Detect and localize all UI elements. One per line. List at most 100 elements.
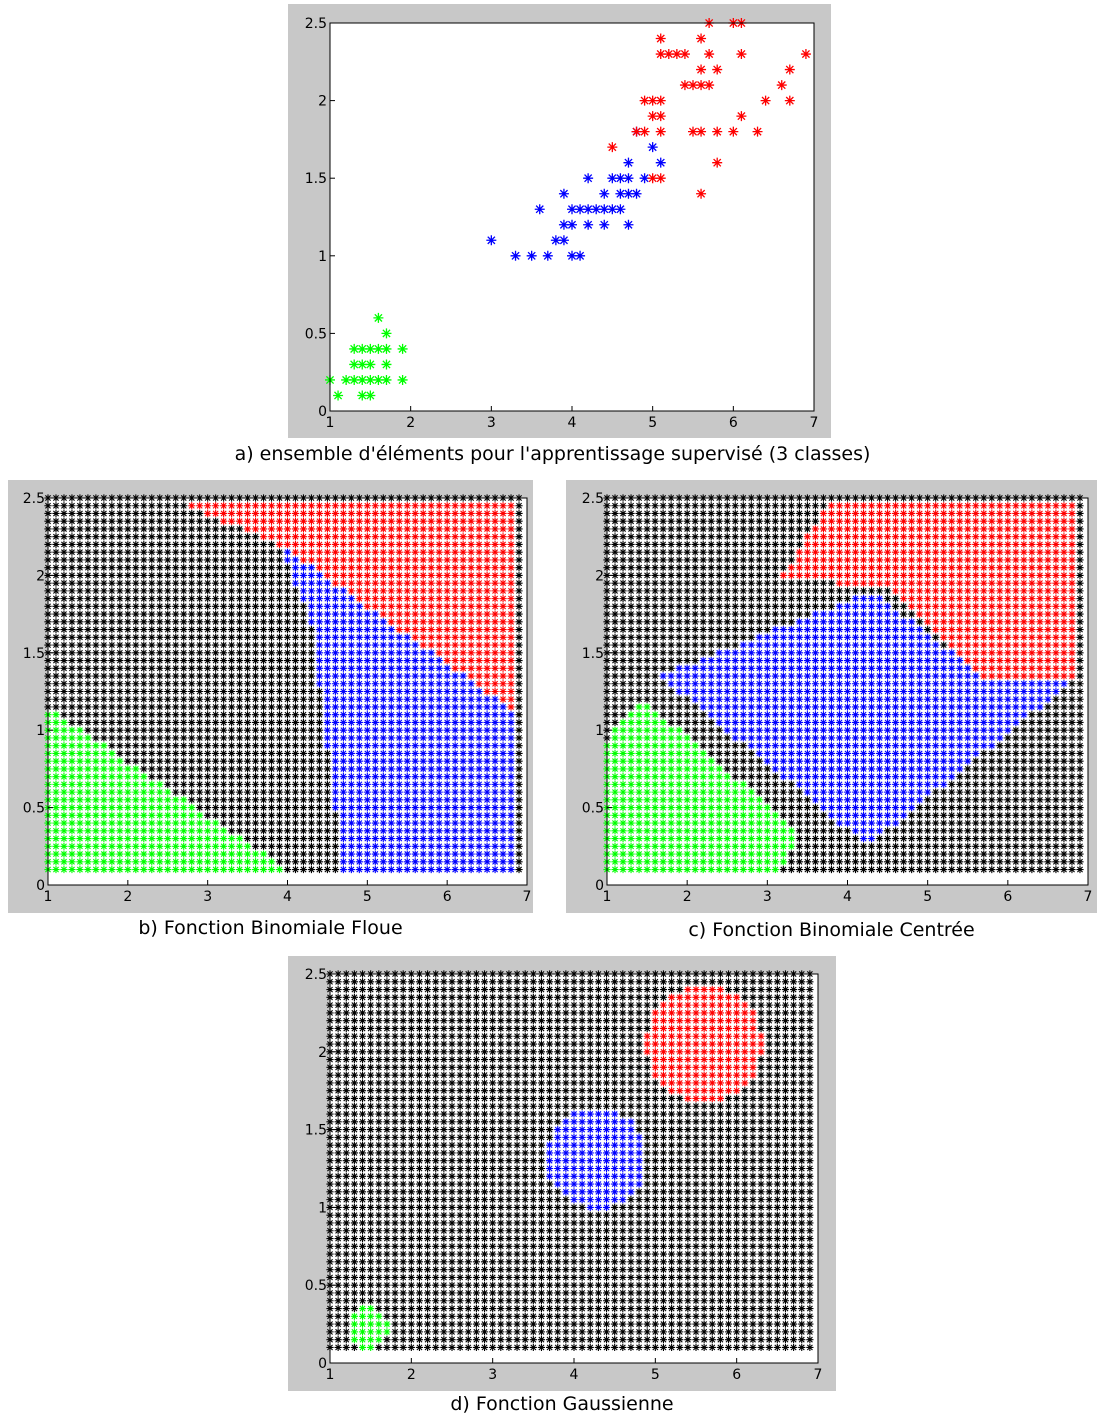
grid-point-black	[204, 680, 212, 688]
grid-point-black	[132, 734, 140, 742]
grid-point-black	[1020, 842, 1028, 850]
grid-point-black	[283, 804, 292, 812]
grid-point-blue	[395, 780, 403, 788]
grid-point-green	[651, 827, 659, 835]
grid-point-red	[892, 509, 900, 518]
grid-point-black	[52, 703, 60, 711]
grid-point-green	[92, 773, 100, 781]
grid-point-blue	[867, 773, 876, 781]
grid-point-blue	[932, 695, 940, 703]
grid-point-red	[1012, 656, 1020, 665]
grid-point-red	[251, 517, 260, 525]
grid-point-red	[819, 556, 828, 564]
grid-point-red	[283, 502, 292, 510]
grid-point-green	[627, 834, 635, 843]
grid-point-black	[1028, 850, 1036, 858]
grid-point-black	[331, 811, 339, 819]
grid-point-black	[275, 548, 284, 556]
grid-point-black	[236, 610, 244, 618]
grid-point-green	[707, 796, 715, 804]
grid-point-blue	[908, 633, 916, 641]
grid-point-blue	[443, 796, 451, 804]
grid-point-blue	[948, 734, 956, 742]
grid-point-blue	[859, 726, 868, 734]
grid-point-red	[443, 656, 451, 665]
grid-point-blue	[835, 687, 844, 696]
data-point-green	[365, 343, 376, 354]
grid-point-blue	[875, 656, 884, 665]
grid-point-black	[515, 842, 523, 850]
grid-point-blue	[883, 742, 892, 750]
grid-point-black	[251, 556, 260, 564]
grid-point-black	[68, 595, 76, 603]
grid-point-black	[52, 680, 60, 688]
grid-point-blue	[867, 827, 876, 835]
grid-point-red	[315, 533, 324, 541]
grid-point-blue	[339, 595, 347, 603]
grid-point-blue	[980, 718, 988, 727]
grid-point-green	[627, 749, 635, 758]
grid-point-red	[507, 540, 515, 549]
grid-point-black	[188, 587, 196, 595]
grid-point-black	[76, 556, 84, 564]
grid-point-black	[212, 811, 220, 819]
grid-point-red	[475, 502, 483, 510]
grid-point-blue	[892, 703, 900, 711]
grid-point-red	[851, 533, 860, 541]
grid-point-blue	[339, 625, 347, 634]
grid-point-red	[1028, 502, 1036, 510]
grid-point-black	[267, 796, 276, 804]
grid-point-red	[1044, 618, 1052, 626]
grid-point-black	[315, 726, 324, 734]
grid-point-green	[691, 865, 699, 874]
grid-point-black	[275, 680, 284, 688]
grid-point-red	[291, 548, 300, 556]
grid-point-black	[124, 687, 132, 696]
grid-point-blue	[771, 664, 779, 672]
grid-point-black	[1004, 858, 1012, 866]
grid-point-green	[140, 780, 148, 788]
grid-point-green	[731, 788, 739, 796]
grid-point-black	[251, 649, 260, 657]
grid-point-red	[835, 571, 844, 579]
grid-point-blue	[419, 765, 427, 773]
grid-point-red	[228, 517, 236, 525]
grid-point-black	[92, 525, 100, 533]
grid-point-blue	[932, 687, 940, 696]
grid-point-red	[1020, 571, 1028, 579]
grid-point-red	[996, 540, 1004, 549]
grid-point-blue	[675, 664, 683, 672]
grid-point-red	[355, 595, 363, 603]
grid-point-green	[172, 850, 180, 858]
grid-point-black	[243, 610, 252, 618]
grid-point-red	[892, 571, 900, 579]
grid-point-green	[180, 858, 188, 866]
grid-point-blue	[779, 765, 787, 773]
data-marks	[603, 494, 1084, 874]
grid-point-black	[196, 517, 204, 525]
grid-point-black	[275, 610, 284, 618]
grid-point-black	[228, 780, 236, 788]
grid-point-red	[819, 564, 828, 572]
grid-point-red	[867, 540, 876, 549]
grid-point-black	[180, 548, 188, 556]
grid-point-black	[299, 742, 308, 750]
grid-point-black	[228, 595, 236, 603]
grid-point-blue	[363, 672, 371, 680]
grid-point-blue	[315, 680, 324, 688]
grid-point-blue	[347, 726, 355, 734]
grid-point-black	[228, 773, 236, 781]
grid-point-red	[1044, 633, 1052, 641]
grid-point-black	[68, 672, 76, 680]
grid-point-black	[251, 695, 260, 703]
panel-c-binomiale-centree: 1 2 3 4 5 6 7 0 0.5 1 1.5 2 2.5	[566, 480, 1097, 913]
grid-point-red	[371, 564, 379, 572]
grid-point-red	[483, 610, 491, 618]
grid-point-blue	[387, 711, 395, 719]
grid-point-black	[140, 656, 148, 665]
grid-point-black	[275, 695, 284, 703]
grid-point-blue	[835, 610, 844, 618]
grid-point-blue	[843, 625, 852, 634]
grid-point-green	[124, 834, 132, 843]
grid-point-red	[1060, 509, 1068, 518]
